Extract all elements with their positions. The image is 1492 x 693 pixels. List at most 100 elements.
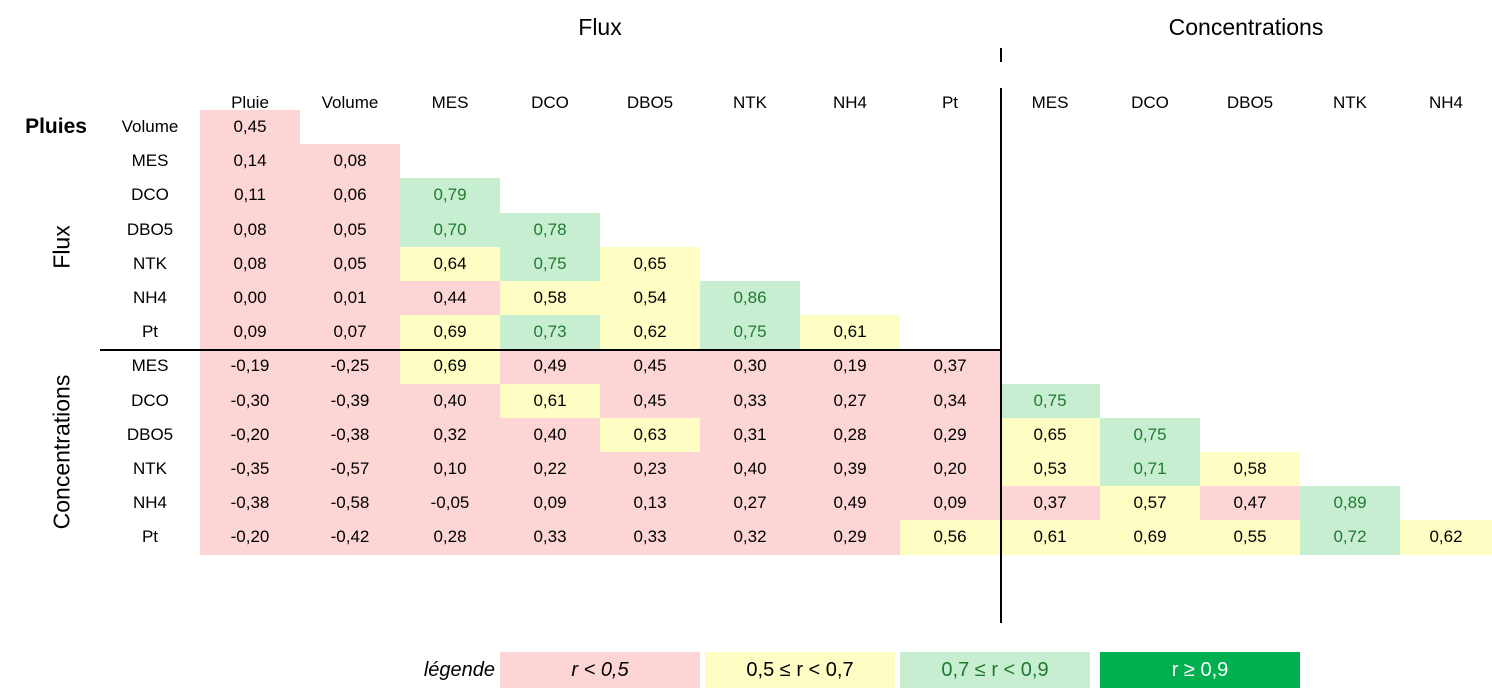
cell: 0,37 (900, 349, 1000, 384)
cell: 0,79 (400, 178, 500, 213)
cell: -0,25 (300, 349, 400, 384)
rule (1000, 88, 1002, 623)
cell: 0,63 (600, 417, 700, 452)
row-header: Pt (141, 527, 159, 547)
cell: 0,20 (900, 452, 1000, 487)
cell: 0,78 (500, 212, 600, 247)
cell: 0,00 (200, 281, 300, 316)
cell: 0,86 (700, 281, 800, 316)
row-header: MES (131, 356, 169, 376)
column-header: DBO5 (1226, 93, 1274, 112)
cell: 0,07 (300, 315, 400, 350)
cell: 0,08 (300, 144, 400, 179)
cell: 0,47 (1200, 486, 1300, 521)
cell: 0,19 (800, 349, 900, 384)
cell: -0,57 (300, 452, 400, 487)
cell: 0,39 (800, 452, 900, 487)
row-header: MES (131, 151, 169, 171)
row-header: NH4 (132, 493, 167, 513)
row-header: DCO (131, 185, 169, 205)
cell: 0,29 (800, 520, 900, 555)
cell: 0,71 (1100, 452, 1200, 487)
cell: 0,45 (600, 349, 700, 384)
column-header: Pluie (231, 93, 269, 112)
cell: 0,40 (400, 383, 500, 418)
cell: 0,61 (1000, 520, 1100, 555)
column-header: MES (1031, 93, 1069, 112)
cell: 0,09 (200, 315, 300, 350)
cell: 0,08 (200, 246, 300, 281)
cell: 0,62 (1400, 520, 1492, 555)
cell: 0,33 (600, 520, 700, 555)
row-header: DCO (131, 390, 169, 410)
cell: 0,73 (500, 315, 600, 350)
cell: 0,40 (700, 452, 800, 487)
column-header: Volume (321, 93, 379, 112)
cell: 0,45 (200, 110, 300, 145)
cell: -0,19 (200, 349, 300, 384)
column-group-header: Flux (578, 13, 622, 40)
cell: 0,30 (700, 349, 800, 384)
column-header: DCO (1131, 93, 1169, 112)
legend-item: r < 0,5 (500, 652, 700, 688)
cell: 0,53 (1000, 452, 1100, 487)
cell: 0,14 (200, 144, 300, 179)
row-header: NTK (133, 459, 167, 479)
cell: -0,20 (200, 417, 300, 452)
row-header: NH4 (132, 288, 167, 308)
column-header: NTK (1333, 93, 1367, 112)
cell: 0,69 (400, 315, 500, 350)
cell: 0,64 (400, 246, 500, 281)
cell: 0,22 (500, 452, 600, 487)
cell: 0,89 (1300, 486, 1400, 521)
cell: 0,09 (900, 486, 1000, 521)
cell: 0,54 (600, 281, 700, 316)
cell: -0,35 (200, 452, 300, 487)
column-header: DBO5 (626, 93, 674, 112)
cell: 0,75 (1000, 383, 1100, 418)
cell: 0,75 (700, 315, 800, 350)
cell: 0,34 (900, 383, 1000, 418)
cell: 0,28 (800, 417, 900, 452)
cell: 0,32 (400, 417, 500, 452)
cell: 0,65 (600, 246, 700, 281)
column-header: NH4 (1428, 93, 1463, 112)
cell: 0,58 (500, 281, 600, 316)
cell: 0,49 (800, 486, 900, 521)
cell: 0,23 (600, 452, 700, 487)
cell: 0,27 (700, 486, 800, 521)
cell: 0,33 (700, 383, 800, 418)
cell: 0,11 (200, 178, 300, 213)
legend-item: 0,5 ≤ r < 0,7 (705, 652, 895, 688)
cell: -0,30 (200, 383, 300, 418)
cell: 0,55 (1200, 520, 1300, 555)
cell: 0,45 (600, 383, 700, 418)
cell: 0,62 (600, 315, 700, 350)
column-header: NH4 (832, 93, 867, 112)
cell: 0,09 (500, 486, 600, 521)
cell: 0,28 (400, 520, 500, 555)
cell: 0,65 (1000, 417, 1100, 452)
column-header: NTK (733, 93, 767, 112)
column-group-header: Concentrations (1168, 13, 1324, 40)
cell: 0,69 (1100, 520, 1200, 555)
row-header: Pt (141, 322, 159, 342)
cell: 0,70 (400, 212, 500, 247)
cell: 0,08 (200, 212, 300, 247)
cell: 0,75 (1100, 417, 1200, 452)
rule (1000, 48, 1002, 62)
cell: 0,31 (700, 417, 800, 452)
cell: 0,56 (900, 520, 1000, 555)
cell: 0,61 (800, 315, 900, 350)
legend-item: 0,7 ≤ r < 0,9 (900, 652, 1090, 688)
column-header: MES (431, 93, 469, 112)
cell: 0,69 (400, 349, 500, 384)
cell: -0,42 (300, 520, 400, 555)
cell: 0,05 (300, 246, 400, 281)
cell: 0,27 (800, 383, 900, 418)
cell: 0,44 (400, 281, 500, 316)
row-header: NTK (133, 253, 167, 273)
row-header: Volume (121, 117, 179, 137)
cell: -0,38 (300, 417, 400, 452)
